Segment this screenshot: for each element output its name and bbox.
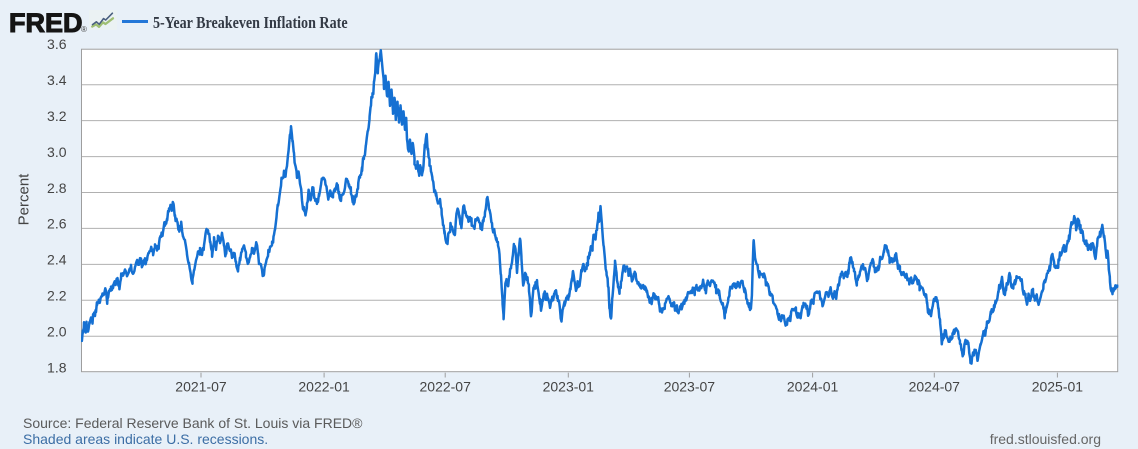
svg-text:2.6: 2.6 [47, 216, 67, 232]
svg-text:2023-01: 2023-01 [543, 378, 595, 394]
svg-text:2022-01: 2022-01 [298, 378, 350, 394]
svg-text:2.2: 2.2 [47, 288, 67, 304]
svg-text:2.4: 2.4 [47, 252, 67, 268]
svg-text:2024-01: 2024-01 [787, 378, 839, 394]
svg-text:2021-07: 2021-07 [175, 378, 227, 394]
svg-text:3.0: 3.0 [47, 144, 67, 160]
svg-text:2025-01: 2025-01 [1032, 378, 1084, 394]
svg-text:2024-07: 2024-07 [909, 378, 961, 394]
svg-text:1.8: 1.8 [47, 360, 67, 376]
svg-text:3.4: 3.4 [47, 72, 67, 88]
svg-text:2023-07: 2023-07 [664, 378, 716, 394]
svg-text:2.0: 2.0 [47, 324, 67, 340]
svg-text:3.2: 3.2 [47, 108, 67, 124]
svg-text:3.6: 3.6 [47, 36, 67, 52]
svg-text:2.8: 2.8 [47, 180, 67, 196]
svg-text:2022-07: 2022-07 [420, 378, 472, 394]
